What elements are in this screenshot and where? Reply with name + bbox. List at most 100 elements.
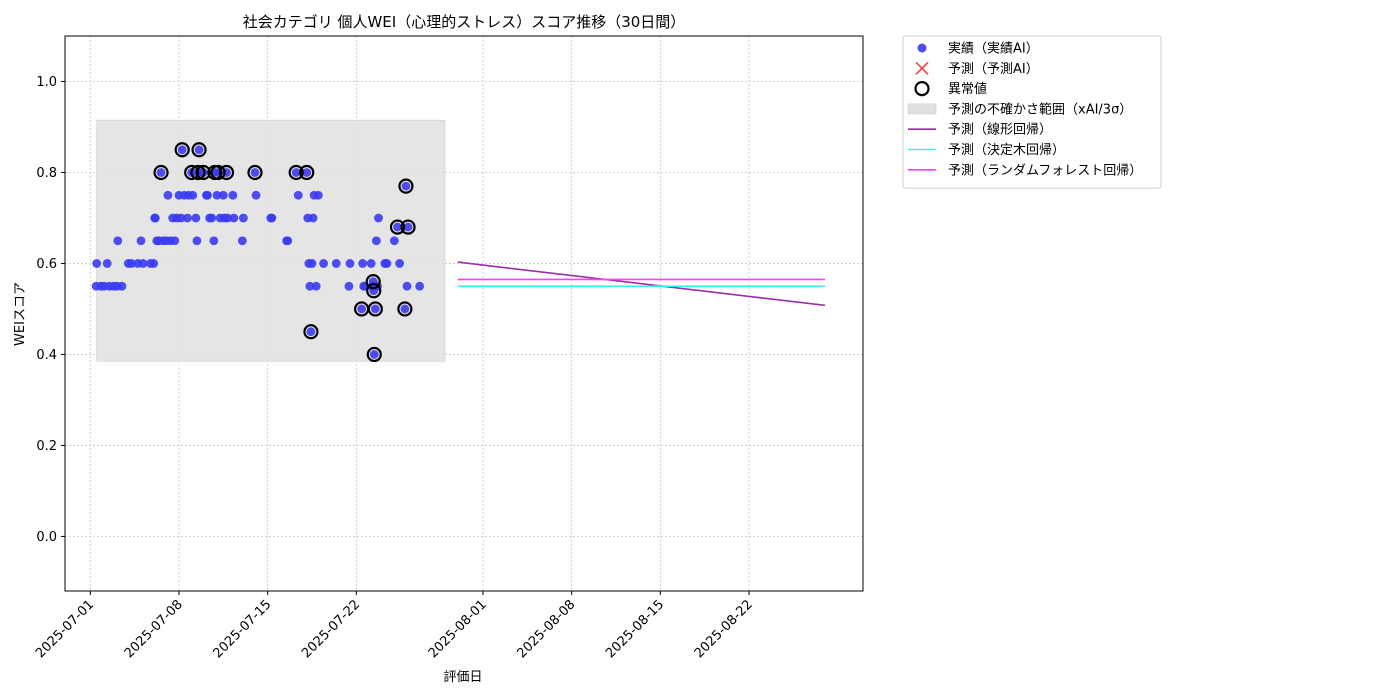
actual-point	[374, 213, 383, 223]
legend-marker-dot	[917, 43, 927, 53]
actual-point	[150, 213, 160, 223]
y-tick-label: 0.0	[36, 530, 57, 545]
actual-point	[138, 259, 148, 268]
anomaly-ring	[218, 164, 235, 181]
actual-point	[395, 259, 405, 268]
anomaly-ring	[397, 301, 413, 317]
actual-point	[163, 190, 173, 200]
actual-point	[370, 304, 380, 314]
actual-point	[203, 190, 212, 200]
plot-frame	[64, 35, 864, 592]
actual-point	[192, 236, 202, 246]
actual-point	[267, 213, 277, 223]
legend-label: 予測（予測AI）	[948, 62, 1039, 77]
chart-title: 社会カテゴリ 個人WEI（心理的ストレス）スコア推移（30日間）	[243, 13, 686, 31]
anomaly-ring	[366, 346, 382, 363]
anomaly-ring	[389, 219, 406, 235]
actual-point	[308, 213, 318, 223]
actual-point	[188, 190, 198, 200]
actual-point	[177, 145, 187, 155]
actual-point	[207, 213, 217, 223]
actual-point	[238, 213, 248, 223]
anomaly-ring	[184, 164, 200, 181]
y-axis-label: WEIスコア	[13, 282, 28, 346]
actual-point	[382, 259, 392, 268]
anomaly-ring	[174, 142, 190, 158]
actual-point	[251, 190, 261, 200]
actual-point	[291, 168, 301, 177]
y-tick-label: 0.6	[36, 257, 57, 272]
prediction-lines	[457, 261, 826, 307]
actual-point	[212, 190, 222, 200]
actual-point	[127, 259, 136, 268]
actual-point	[92, 259, 102, 268]
actual-point	[400, 304, 410, 314]
anomaly-ring	[195, 164, 211, 181]
actual-point	[191, 213, 201, 223]
legend-marker-ring	[914, 80, 930, 97]
prediction-line	[457, 261, 826, 307]
anomaly-ring	[247, 164, 263, 181]
x-axis-label: 評価日	[443, 670, 482, 685]
actual-point	[307, 259, 317, 268]
actual-points	[91, 145, 425, 359]
actual-point	[283, 236, 293, 246]
anomaly-ring	[288, 164, 304, 181]
legend-label: 予測（決定木回帰）	[948, 142, 1065, 158]
legend-marker-band	[907, 103, 937, 115]
actual-point	[156, 168, 166, 177]
anomaly-ring	[153, 164, 169, 181]
actual-point	[345, 259, 355, 268]
actual-point	[357, 304, 367, 314]
anomaly-ring	[303, 324, 319, 340]
actual-point	[358, 259, 368, 268]
actual-point	[293, 190, 303, 200]
actual-point	[198, 168, 208, 177]
legend-marker-x	[915, 61, 929, 75]
actual-point	[331, 259, 341, 268]
y-tick-label: 1.0	[36, 75, 57, 90]
y-tick-label: 0.2	[36, 439, 57, 454]
actual-point	[415, 281, 425, 291]
actual-point	[319, 259, 329, 268]
anomaly-ring	[365, 274, 381, 290]
actual-point	[194, 145, 204, 155]
y-tick-label: 0.8	[36, 166, 57, 181]
anomaly-ring	[191, 142, 207, 158]
actual-point	[389, 236, 399, 246]
anomaly-ring	[299, 164, 315, 181]
actual-point	[223, 213, 232, 223]
legend-label: 予測（ランダムフォレスト回帰）	[948, 162, 1142, 178]
actual-point	[170, 236, 180, 246]
anomaly-ring	[367, 301, 383, 317]
actual-point	[102, 259, 112, 268]
actual-point	[344, 281, 354, 291]
actual-point	[366, 259, 376, 268]
actual-point	[218, 190, 228, 200]
anomaly-ring	[190, 164, 206, 181]
actual-point	[149, 259, 159, 268]
actual-point	[136, 236, 146, 246]
actual-point	[209, 236, 219, 246]
anomaly-ring	[400, 219, 416, 235]
actual-point	[229, 213, 239, 223]
actual-point	[302, 168, 312, 177]
actual-point	[113, 236, 123, 246]
actual-point	[176, 213, 186, 223]
actual-point	[250, 168, 260, 177]
legend-label: 予測の不確かさ範囲（xAI/3σ）	[948, 101, 1132, 117]
y-tick-label: 0.4	[36, 348, 57, 363]
anomaly-ring	[366, 283, 382, 299]
actual-point	[117, 281, 127, 291]
actual-point	[401, 181, 411, 191]
legend-label: 予測（線形回帰）	[948, 122, 1052, 138]
anomaly-ring	[398, 178, 414, 194]
actual-point	[371, 236, 381, 246]
anomaly-ring	[210, 164, 226, 181]
actual-point	[402, 281, 412, 291]
legend-label: 異常値	[948, 81, 987, 97]
legend-box	[902, 35, 1162, 189]
actual-point	[183, 213, 192, 223]
